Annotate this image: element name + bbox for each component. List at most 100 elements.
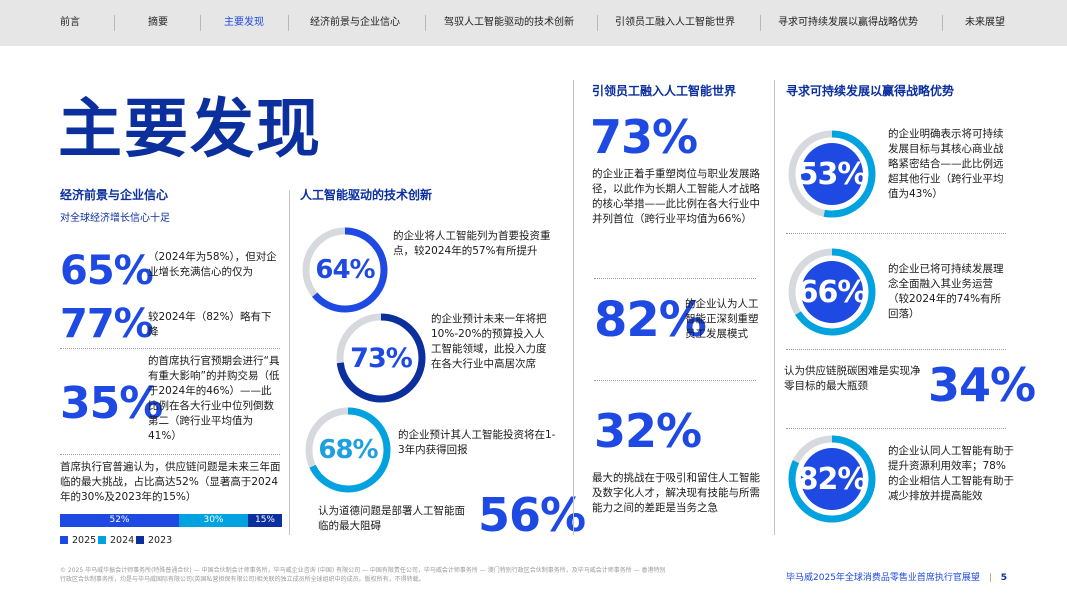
ring-gauge	[305, 407, 391, 493]
sustain-ring-text: 的企业明确表示将可持续发展目标与其核心商业战略紧密结合——此比例远超其他行业（跨…	[888, 128, 1004, 200]
bar-segment: 30%	[179, 514, 248, 527]
ai-ring-68-percent: 68%	[305, 407, 391, 493]
sustain-ring-53-percent: 53%	[788, 130, 876, 218]
sustain-ring-text: 的企业认同人工智能有助于提升资源利用效率；78%的企业相信人工智能有助于减少排放…	[888, 445, 1014, 502]
divider	[594, 278, 756, 279]
sustain-ring-text: 的企业已将可持续发展理念全面融入其业务运营（较2024年的74%有所回落）	[888, 263, 1004, 320]
column-divider	[774, 80, 775, 535]
legend-item: 2024	[98, 535, 134, 546]
ai-ring-text: 的企业预计其人工智能投资将在1-3年内获得回报	[398, 429, 556, 456]
divider	[786, 233, 1006, 234]
legend-label: 2024	[110, 535, 135, 546]
ring-value-arc	[788, 248, 876, 336]
ring-label: 53%	[797, 156, 868, 192]
workforce-stat-text: 的企业正着手重塑岗位与职业发展路径，以此作为长期人工智能人才战略的核心举措——此…	[592, 168, 760, 225]
divider	[786, 428, 1006, 429]
ring-inner-disk	[801, 143, 863, 205]
economy-heading: 经济前景与企业信心	[60, 188, 169, 202]
divider	[786, 349, 1006, 350]
ring-value-arc	[302, 227, 388, 313]
report-footer: 毕马威2025年全球消费品零售业首席执行官展望 | 5	[786, 570, 1007, 583]
nav-item-sustainability[interactable]: 寻求可持续发展以赢得战略优势	[778, 17, 918, 28]
footer-separator: |	[988, 573, 992, 583]
nav-divider	[200, 15, 201, 31]
ring-value-arc	[305, 407, 391, 493]
ai-ring-text: 的企业预计未来一年将把10%-20%的预算投入人工智能领域，此投入力度在各大行业…	[431, 313, 547, 370]
ring-inner-disk	[349, 326, 413, 390]
bar-segment: 52%	[60, 514, 179, 527]
page-number: 5	[1000, 573, 1007, 583]
supply-chain-text: 首席执行官普遍认为，供应链问题是未来三年面临的最大挑战，占比高达52%（显著高于…	[60, 461, 281, 503]
ring-inner-disk	[318, 420, 378, 480]
ring-label: 82%	[797, 461, 868, 497]
economy-stat-text: 较2024年（82%）略有下降	[148, 311, 272, 338]
legend-item: 2023	[136, 535, 172, 546]
ring-value-arc	[788, 435, 876, 523]
workforce-stat-value: 32%	[594, 404, 702, 458]
divider	[60, 454, 280, 455]
ring-gauge	[788, 435, 876, 523]
economy-stat-value: 35%	[60, 378, 163, 429]
nav-item-outlook[interactable]: 未来展望	[965, 17, 1005, 28]
sustain-ring-66-percent: 66%	[788, 248, 876, 336]
workforce-stat-value: 73%	[590, 110, 698, 164]
legend-item: 2025	[60, 535, 96, 546]
workforce-stat-text: 最大的挑战在于吸引和留住人工智能及数字化人才，解决现有技能与所需能力之间的差距是…	[592, 472, 760, 514]
nav-item-economy[interactable]: 经济前景与企业信心	[310, 17, 400, 28]
ring-gauge	[788, 130, 876, 218]
nav-item-key-findings[interactable]: 主要发现	[224, 17, 264, 28]
divider	[594, 380, 756, 381]
ring-label: 73%	[350, 342, 413, 374]
nav-divider	[288, 15, 289, 31]
legend-label: 2025	[72, 535, 97, 546]
ethics-value: 56%	[478, 488, 586, 542]
economy-subheading: 对全球经济增长信心十足	[60, 213, 170, 224]
nav-divider	[942, 15, 943, 31]
sustain-heading: 寻求可持续发展以赢得战略优势	[786, 84, 955, 98]
top-nav: 前言 摘要 主要发现 经济前景与企业信心 驾驭人工智能驱动的技术创新 引领员工融…	[0, 0, 1067, 46]
ai-ring-text: 的企业将人工智能列为首要投资重点，较2024年的57%有所提升	[393, 230, 551, 257]
legend-swatch	[136, 536, 144, 544]
nav-item-summary[interactable]: 摘要	[148, 17, 168, 28]
legend-swatch	[60, 536, 68, 544]
report-title: 毕马威2025年全球消费品零售业首席执行官展望	[786, 573, 980, 583]
sustain-ring-82-percent: 82%	[788, 435, 876, 523]
ai-tech-heading: 人工智能驱动的技术创新	[300, 188, 433, 202]
column-divider	[289, 190, 290, 535]
workforce-stat-value: 82%	[594, 292, 707, 348]
ring-value-arc	[336, 313, 426, 403]
sustain-supply-text: 认为供应链脱碳困难是实现净零目标的最大瓶颈	[784, 365, 921, 392]
economy-stat-text: （2024年为58%），但对企业增长充满信心的仅为	[148, 251, 277, 278]
nav-item-ai-innovation[interactable]: 驾驭人工智能驱动的技术创新	[444, 17, 574, 28]
nav-divider	[114, 15, 115, 31]
ring-gauge	[788, 248, 876, 336]
economy-stat-value: 77%	[60, 301, 154, 347]
ring-label: 68%	[318, 435, 378, 465]
ring-gauge	[336, 313, 426, 403]
page-title: 主要发现	[58, 93, 322, 167]
nav-item-workforce[interactable]: 引领员工融入人工智能世界	[615, 17, 735, 28]
economy-stat-value: 65%	[60, 248, 154, 294]
divider	[60, 348, 280, 349]
nav-item-preface[interactable]: 前言	[60, 17, 80, 28]
ai-ring-64-percent: 64%	[302, 227, 388, 313]
sustain-supply-value: 34%	[928, 358, 1036, 412]
column-divider	[573, 80, 574, 535]
ring-gauge	[302, 227, 388, 313]
ring-inner-disk	[801, 261, 863, 323]
nav-divider	[760, 15, 761, 31]
ring-inner-disk	[801, 448, 863, 510]
ring-value-arc	[788, 130, 876, 218]
legal-footer: © 2025 毕马威华振会计师事务所(特殊普通合伙) — 中国合伙制会计师事务所…	[60, 567, 666, 583]
workforce-heading: 引领员工融入人工智能世界	[592, 84, 737, 98]
ai-ring-73-percent: 73%	[336, 313, 426, 403]
ethics-text: 认为道德问题是部署人工智能面临的最大阻碍	[318, 505, 465, 532]
ring-label: 64%	[315, 255, 375, 285]
nav-divider	[425, 15, 426, 31]
legend-swatch	[98, 536, 106, 544]
ring-label: 66%	[797, 274, 868, 310]
economy-stat-text: 的首席执行官预期会进行“具有重大影响”的并购交易（低于2024年的46%）——此…	[148, 355, 280, 442]
bar-segment: 15%	[248, 514, 282, 527]
ring-inner-disk	[315, 240, 375, 300]
workforce-stat-text: 的企业认为人工智能正深刻重塑员工发展模式	[685, 298, 759, 340]
